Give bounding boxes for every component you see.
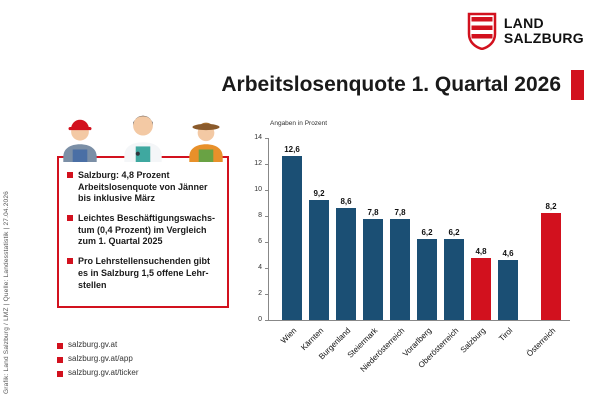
chart-bar bbox=[363, 218, 383, 320]
bullet-square-icon bbox=[57, 342, 63, 349]
y-axis-tick-label: 0 bbox=[258, 316, 262, 323]
y-axis-tick-label: 6 bbox=[258, 238, 262, 245]
fact-item: Pro Lehrstellensuchenden gibt es in Salz… bbox=[67, 256, 219, 291]
y-axis-tick-mark bbox=[265, 216, 268, 217]
y-axis-tick-mark bbox=[265, 190, 268, 191]
page-title: Arbeitslosenquote 1. Quartal 2026 bbox=[221, 73, 561, 96]
bullet-square-icon bbox=[57, 356, 63, 363]
title-accent-block bbox=[571, 70, 584, 100]
bar-value-label: 9,2 bbox=[313, 189, 325, 199]
link-text: salzburg.gv.at bbox=[68, 340, 118, 349]
y-axis-tick-mark bbox=[265, 242, 268, 243]
chart-bar bbox=[541, 213, 561, 320]
footer-link: salzburg.gv.at bbox=[57, 340, 139, 349]
bar-value-label: 4,6 bbox=[502, 249, 514, 259]
bar-value-label: 7,8 bbox=[367, 207, 379, 217]
bar-value-label: 8,2 bbox=[545, 202, 557, 212]
farmer-icon bbox=[189, 122, 223, 162]
chart-bar bbox=[390, 218, 410, 320]
y-axis-tick-mark bbox=[265, 320, 268, 321]
worker-icon bbox=[63, 119, 97, 162]
salzburg-crest-icon bbox=[467, 12, 497, 50]
chart-bar bbox=[471, 257, 491, 320]
y-axis-line bbox=[268, 138, 269, 321]
key-facts-list: Salzburg: 4,8 Prozent Arbeitslosenquote … bbox=[67, 170, 219, 291]
fact-text: Salzburg: 4,8 Prozent Arbeitslosenquote … bbox=[78, 170, 208, 204]
bullet-square-icon bbox=[67, 172, 73, 178]
chart-bar bbox=[417, 239, 437, 320]
bar-value-label: 6,2 bbox=[448, 228, 460, 238]
bullet-square-icon bbox=[67, 258, 73, 265]
fact-text: Pro Lehrstellensuchenden gibt es in Salz… bbox=[78, 256, 211, 290]
bullet-square-icon bbox=[67, 215, 73, 222]
fact-item: Salzburg: 4,8 Prozent Arbeitslosenquote … bbox=[67, 170, 219, 205]
source-credit: Grafik: Land Salzburg / LMZ | Quelle: La… bbox=[3, 190, 10, 394]
persons-illustration bbox=[57, 108, 229, 162]
y-axis-tick-label: 12 bbox=[254, 160, 262, 167]
y-axis-tick-label: 2 bbox=[258, 290, 262, 297]
y-axis-tick-mark bbox=[265, 164, 268, 165]
bar-value-label: 12,6 bbox=[284, 145, 300, 155]
unemployment-bar-chart: Angaben in Prozent 0 2 4 6 8 10 12 14 12,6 Wien 9,… bbox=[240, 112, 595, 398]
y-axis-tick-label: 4 bbox=[258, 264, 262, 271]
logo-text: LAND SALZBURG bbox=[504, 16, 584, 45]
y-axis-tick-label: 14 bbox=[254, 134, 262, 141]
land-salzburg-logo: LAND SALZBURG bbox=[467, 12, 584, 50]
chart-bar bbox=[336, 208, 356, 320]
x-axis-line bbox=[268, 320, 570, 321]
y-axis-tick-label: 10 bbox=[254, 186, 262, 193]
key-facts-box: Salzburg: 4,8 Prozent Arbeitslosenquote … bbox=[57, 156, 229, 308]
bullet-square-icon bbox=[57, 370, 63, 377]
bar-value-label: 8,6 bbox=[340, 197, 352, 207]
link-text: salzburg.gv.at/app bbox=[68, 354, 133, 363]
bar-value-label: 4,8 bbox=[475, 246, 487, 256]
logo-line1: LAND bbox=[503, 15, 544, 32]
bar-value-label: 7,8 bbox=[394, 207, 406, 217]
bar-value-label: 6,2 bbox=[421, 228, 433, 238]
title-row: Arbeitslosenquote 1. Quartal 2026 bbox=[221, 70, 584, 100]
footer-links: salzburg.gv.at salzburg.gv.at/app salzburg… bbox=[57, 340, 139, 377]
doctor-icon bbox=[124, 115, 162, 162]
fact-item: Leichtes Beschäftigungswachs-tum (0,4 Pr… bbox=[67, 213, 219, 248]
y-axis-tick-mark bbox=[265, 138, 268, 139]
footer-link: salzburg.gv.at/ticker bbox=[57, 368, 139, 377]
y-axis-tick-label: 8 bbox=[258, 212, 262, 219]
link-text: salzburg.gv.at/ticker bbox=[68, 368, 139, 377]
logo-line2: SALZBURG bbox=[503, 30, 584, 46]
y-axis-tick-mark bbox=[265, 294, 268, 295]
chart-bar bbox=[282, 156, 302, 320]
chart-note: Angaben in Prozent bbox=[270, 120, 328, 127]
fact-text: Leichtes Beschäftigungswachs-tum (0,4 Pr… bbox=[78, 213, 216, 247]
y-axis-tick-mark bbox=[265, 268, 268, 269]
chart-bar bbox=[444, 239, 464, 320]
chart-bar bbox=[498, 260, 518, 320]
chart-bar bbox=[309, 200, 329, 320]
footer-link: salzburg.gv.at/app bbox=[57, 354, 139, 363]
